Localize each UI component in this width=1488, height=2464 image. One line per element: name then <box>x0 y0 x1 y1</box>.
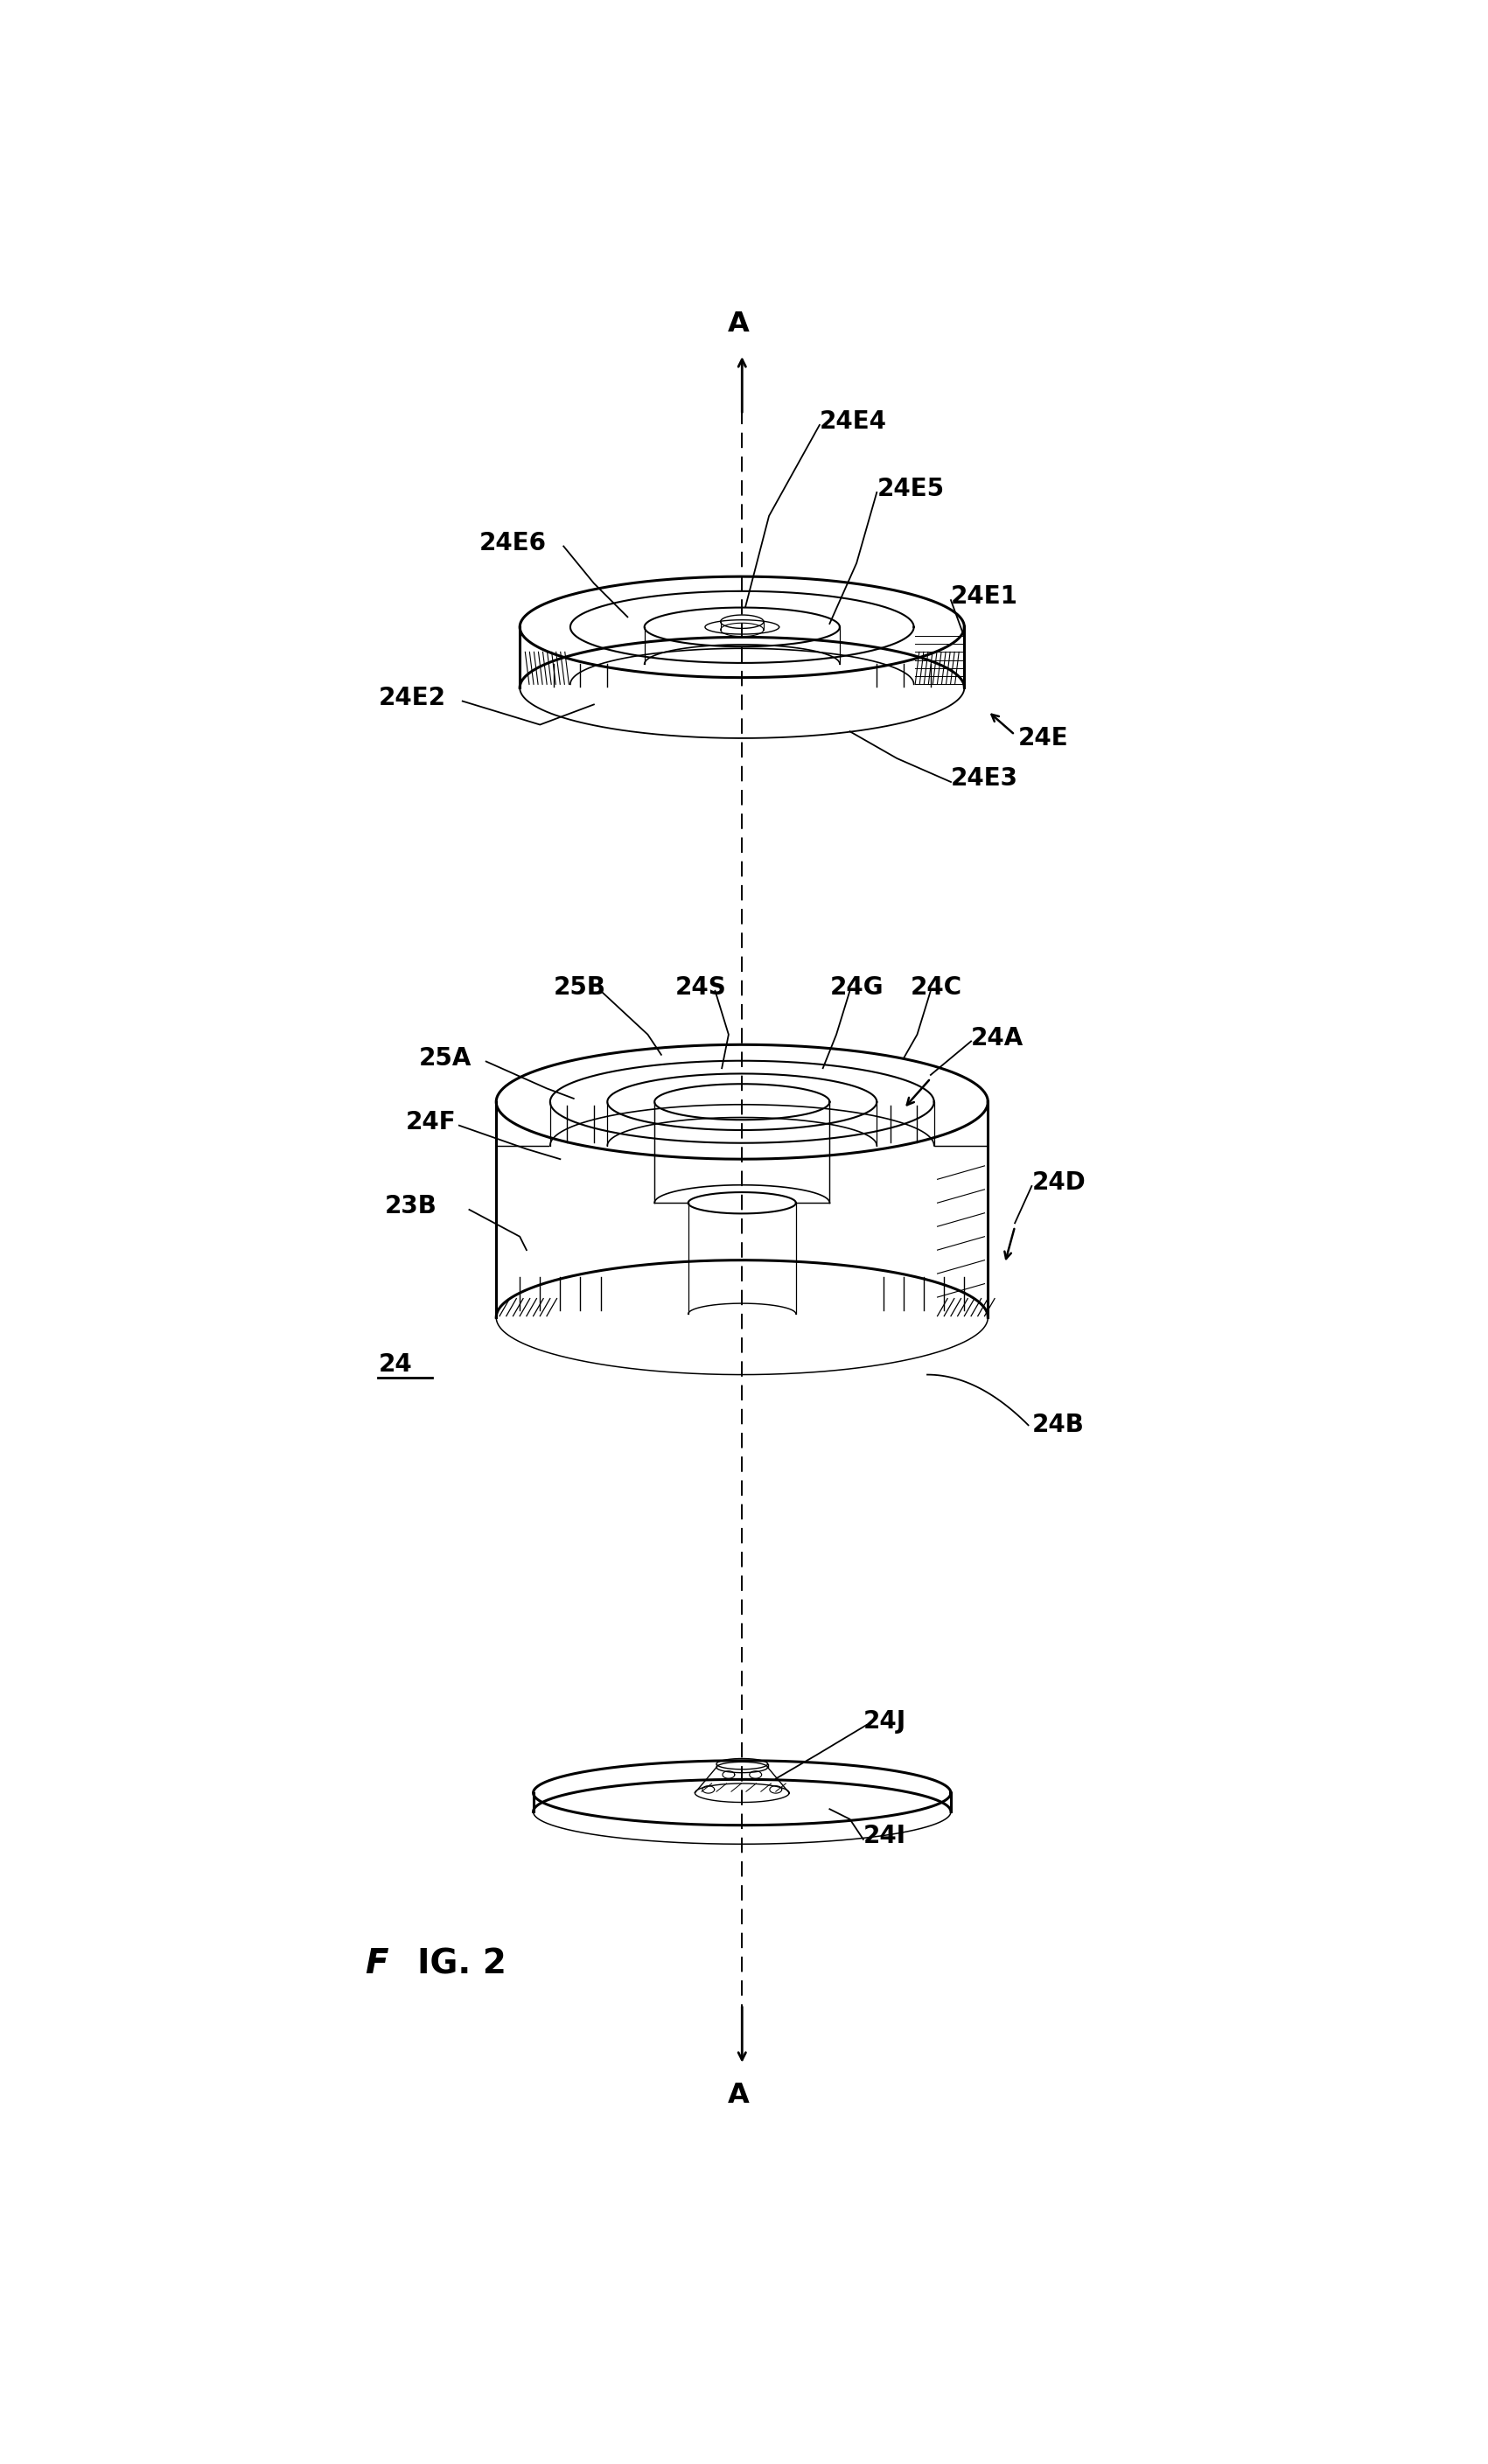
Text: 24A: 24A <box>972 1025 1024 1050</box>
Text: A: A <box>728 310 750 338</box>
Text: 24E5: 24E5 <box>876 476 945 500</box>
Text: 24D: 24D <box>1031 1170 1086 1195</box>
Text: IG. 2: IG. 2 <box>418 1947 506 1981</box>
Text: 24E1: 24E1 <box>951 584 1018 609</box>
Text: 24S: 24S <box>674 976 726 1000</box>
Text: F: F <box>365 1947 388 1981</box>
Text: 24E4: 24E4 <box>820 409 887 434</box>
Text: 24I: 24I <box>863 1823 906 1848</box>
Text: 24: 24 <box>378 1353 412 1377</box>
Text: 24E: 24E <box>1018 727 1068 752</box>
Text: A: A <box>728 2082 750 2109</box>
Text: 24E6: 24E6 <box>479 530 546 554</box>
Text: 24E2: 24E2 <box>378 685 446 710</box>
Text: 23B: 23B <box>385 1195 437 1220</box>
Text: 25A: 25A <box>418 1045 472 1069</box>
Text: 24E3: 24E3 <box>951 766 1018 791</box>
Text: 25B: 25B <box>554 976 606 1000</box>
Text: 24G: 24G <box>830 976 884 1000</box>
Text: 24C: 24C <box>911 976 963 1000</box>
Text: 24J: 24J <box>863 1710 906 1735</box>
Text: 24F: 24F <box>405 1109 455 1133</box>
Text: 24B: 24B <box>1031 1412 1085 1437</box>
